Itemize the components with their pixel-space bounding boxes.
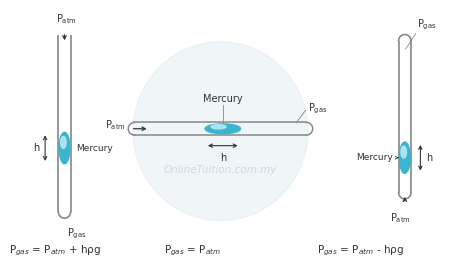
Text: OnlineTuition.com.my: OnlineTuition.com.my: [164, 165, 277, 175]
Ellipse shape: [400, 142, 410, 174]
Circle shape: [133, 42, 308, 221]
Text: P$_{\mathregular{atm}}$: P$_{\mathregular{atm}}$: [390, 211, 410, 225]
Text: P$_{\mathregular{gas}}$: P$_{\mathregular{gas}}$: [67, 227, 87, 241]
Text: Mercury: Mercury: [356, 153, 393, 162]
Ellipse shape: [401, 146, 406, 158]
Text: Mercury: Mercury: [203, 94, 243, 104]
Text: h: h: [426, 153, 432, 163]
Ellipse shape: [205, 124, 240, 134]
Text: P$_{\mathregular{atm}}$: P$_{\mathregular{atm}}$: [105, 118, 126, 132]
Ellipse shape: [59, 132, 70, 164]
Text: P$_{\mathregular{gas}}$: P$_{\mathregular{gas}}$: [308, 101, 328, 116]
Text: P$_{gas}$ = P$_{atm}$ - hρg: P$_{gas}$ = P$_{atm}$ - hρg: [318, 244, 404, 258]
Text: h: h: [219, 153, 226, 163]
Ellipse shape: [211, 125, 226, 129]
Text: h: h: [33, 143, 39, 153]
Text: P$_{\mathregular{atm}}$: P$_{\mathregular{atm}}$: [56, 12, 77, 26]
Ellipse shape: [61, 137, 66, 149]
Text: P$_{\mathregular{gas}}$: P$_{\mathregular{gas}}$: [417, 18, 436, 32]
Text: P$_{gas}$ = P$_{atm}$ + hρg: P$_{gas}$ = P$_{atm}$ + hρg: [9, 244, 101, 258]
Text: P$_{gas}$ = P$_{atm}$: P$_{gas}$ = P$_{atm}$: [164, 244, 221, 258]
Text: Mercury: Mercury: [76, 144, 113, 153]
